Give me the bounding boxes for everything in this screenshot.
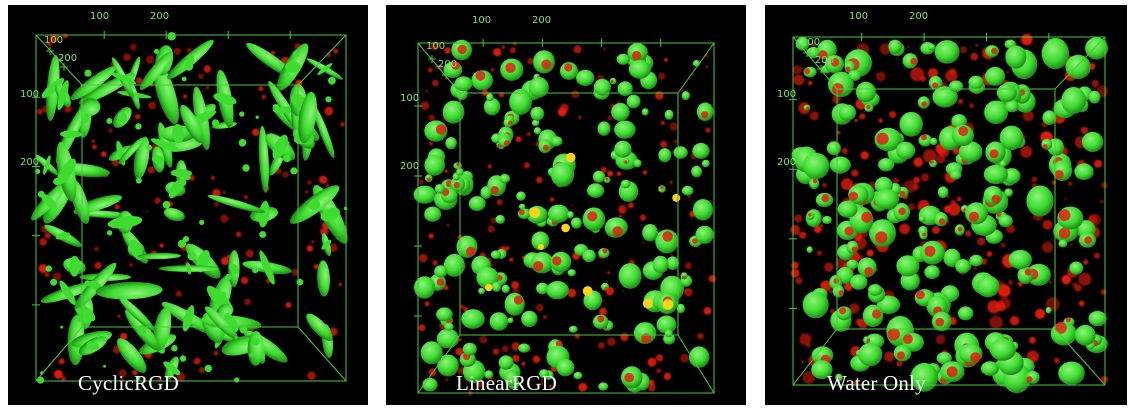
x-tick-100: 100 — [90, 11, 109, 22]
cell-blobs — [790, 33, 1109, 394]
y-tick-100: 100 — [20, 89, 39, 100]
axis-ticks — [789, 33, 1050, 309]
x-tick-200: 200 — [532, 15, 551, 26]
panel-label: Water Only — [827, 371, 926, 395]
depth-tick-100: 100 — [44, 35, 63, 46]
panel-cyclic-rgd: 100 200 100 200 100 200 CyclicRGD — [8, 5, 368, 405]
cell-blobs — [30, 32, 348, 384]
x-tick-100: 100 — [849, 11, 868, 22]
y-tick-100: 100 — [400, 93, 419, 104]
y-tick-200: 200 — [20, 157, 39, 168]
panel-water-only: 100 200 100 200 100 200 Water Only — [765, 5, 1127, 405]
volume-render-cyclic-rgd: 100 200 100 200 100 200 — [20, 11, 348, 384]
bounding-box — [792, 36, 1106, 386]
depth-tick-200: 200 — [58, 53, 77, 64]
x-tick-200: 200 — [909, 11, 928, 22]
volume-render-water-only: 100 200 100 200 100 200 — [777, 11, 1109, 394]
depth-tick-100: 100 — [426, 41, 445, 52]
x-tick-100: 100 — [472, 15, 491, 26]
y-tick-200: 200 — [777, 157, 796, 168]
bounding-box — [417, 42, 715, 394]
x-tick-200: 200 — [150, 11, 169, 22]
axis-ticks — [414, 39, 662, 317]
panel-linear-rgd: 100 200 100 200 100 200 LinearRGD — [386, 5, 746, 405]
depth-tick-200: 200 — [815, 55, 834, 66]
depth-tick-200: 200 — [438, 59, 457, 70]
y-tick-200: 200 — [400, 161, 419, 172]
depth-tick-100: 100 — [801, 37, 820, 48]
bounding-box — [35, 34, 347, 382]
axis-ticks — [32, 31, 291, 306]
panel-label: LinearRGD — [456, 371, 557, 395]
panel-label: CyclicRGD — [78, 371, 179, 395]
cell-blobs — [413, 39, 716, 395]
y-tick-100: 100 — [777, 89, 796, 100]
volume-render-linear-rgd: 100 200 100 200 100 200 — [400, 15, 716, 395]
